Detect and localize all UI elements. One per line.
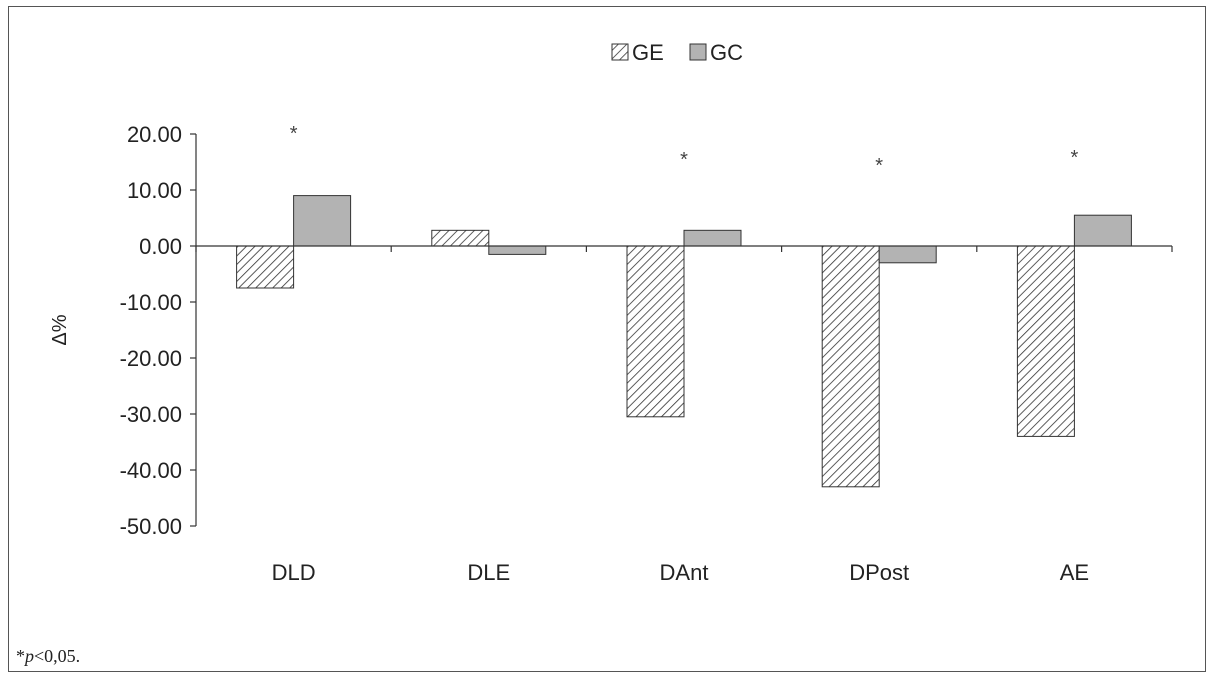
significance-marks: * * * * <box>290 123 1079 177</box>
chart-frame <box>8 6 1206 672</box>
x-axis <box>195 245 1173 252</box>
y-tick-label: -50.00 <box>120 514 182 539</box>
bar-gc-ae <box>1073 214 1132 247</box>
bar-ge-dld <box>236 245 295 289</box>
bar-gc-dld <box>293 195 352 247</box>
bar-ge-dant <box>626 245 685 418</box>
significance-star: * <box>290 123 298 145</box>
y-tick-label: -10.00 <box>120 290 182 315</box>
category-labels: DLD DLE DAnt DPost AE <box>272 560 1089 585</box>
category-label: AE <box>1060 560 1089 585</box>
significance-star: * <box>1071 147 1079 169</box>
footnote: *p<0,05. <box>16 646 80 667</box>
category-label: DLD <box>272 560 316 585</box>
y-tick-label: 20.00 <box>127 122 182 147</box>
significance-star: * <box>875 155 883 177</box>
footnote-var: p <box>25 646 34 666</box>
bar-ge-dle <box>431 229 490 247</box>
legend-swatch-ge <box>611 43 629 61</box>
bar-gc-dant <box>683 229 742 247</box>
bars <box>236 195 1132 488</box>
y-axis-title: Δ% <box>49 314 71 345</box>
category-label: DPost <box>849 560 909 585</box>
legend-label-gc: GC <box>710 40 743 65</box>
significance-star: * <box>680 149 688 171</box>
y-axis: 20.00 10.00 0.00 -10.00 -20.00 -30.00 -40.00 -5… <box>120 122 197 539</box>
y-tick-label: -40.00 <box>120 458 182 483</box>
legend: GE GC <box>611 40 743 65</box>
y-tick-label: -30.00 <box>120 402 182 427</box>
footnote-prefix: * <box>16 646 25 666</box>
bar-ge-ae <box>1016 245 1075 437</box>
y-tick-label: 0.00 <box>139 234 182 259</box>
legend-swatch-gc <box>689 43 707 61</box>
legend-label-ge: GE <box>632 40 664 65</box>
bar-gc-dle <box>488 245 547 255</box>
y-tick-label: -20.00 <box>120 346 182 371</box>
y-tick-label: 10.00 <box>127 178 182 203</box>
category-label: DLE <box>467 560 510 585</box>
bar-gc-dpost <box>878 245 937 264</box>
footnote-suffix: <0,05. <box>34 646 81 666</box>
category-label: DAnt <box>660 560 709 585</box>
bar-ge-dpost <box>821 245 880 488</box>
